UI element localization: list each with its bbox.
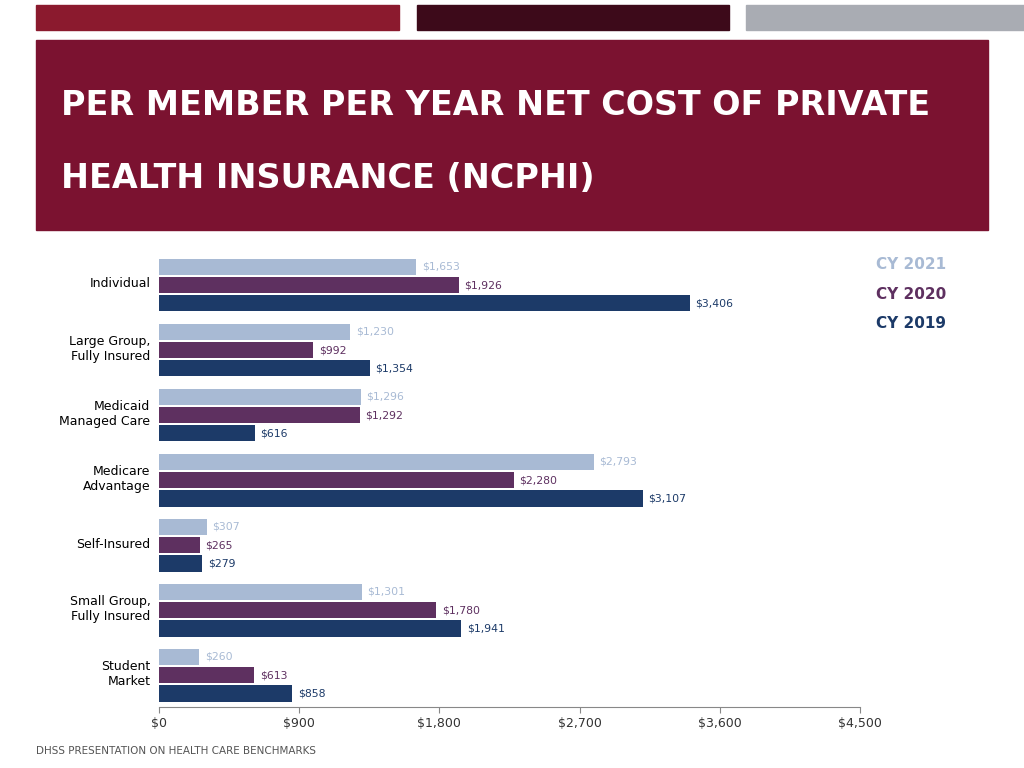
Bar [159,277,459,293]
Text: $613: $613 [260,670,287,680]
Bar [159,518,207,535]
Text: $307: $307 [212,521,240,531]
Bar [159,602,436,618]
Text: DHSS PRESENTATION ON HEALTH CARE BENCHMARKS: DHSS PRESENTATION ON HEALTH CARE BENCHMA… [36,746,315,756]
Bar [159,491,643,507]
Text: $1,230: $1,230 [356,326,394,336]
Text: $3,107: $3,107 [648,493,686,504]
Text: $2,280: $2,280 [519,475,558,485]
Text: CY 2019: CY 2019 [876,316,945,331]
Text: $616: $616 [260,429,288,439]
Text: PER MEMBER PER YEAR NET COST OF PRIVATE: PER MEMBER PER YEAR NET COST OF PRIVATE [61,89,931,122]
Bar [36,5,399,30]
Text: CY 2020: CY 2020 [876,286,946,302]
Text: $1,354: $1,354 [375,363,413,373]
Text: $279: $279 [208,558,236,568]
Text: $260: $260 [205,652,232,662]
Text: CY 2021: CY 2021 [876,257,945,273]
Bar [159,537,200,553]
Text: $3,406: $3,406 [695,299,733,309]
Bar [159,584,361,600]
Bar [159,407,360,423]
Bar [159,685,293,701]
Bar [159,259,417,275]
Text: $1,292: $1,292 [366,410,403,420]
Text: HEALTH INSURANCE (NCPHI): HEALTH INSURANCE (NCPHI) [61,162,595,195]
Bar [159,649,200,665]
Text: $1,653: $1,653 [422,262,460,272]
Text: $858: $858 [298,688,326,698]
Bar [417,5,729,30]
Bar [159,472,514,488]
Text: $992: $992 [318,345,346,355]
Bar [159,389,360,405]
Text: $265: $265 [206,540,233,550]
Bar [159,667,254,684]
Text: $1,926: $1,926 [465,280,502,290]
Bar [159,296,689,312]
Bar [159,555,202,571]
Text: $1,780: $1,780 [441,605,479,615]
Bar [159,323,350,339]
Text: $1,941: $1,941 [467,624,505,634]
Bar [159,342,313,358]
Bar [159,621,461,637]
Text: $2,793: $2,793 [599,457,637,467]
Text: $1,296: $1,296 [367,392,404,402]
Bar [746,5,1024,30]
Bar [159,425,255,442]
Bar [159,454,594,470]
Text: $1,301: $1,301 [367,587,404,597]
Bar [159,360,370,376]
